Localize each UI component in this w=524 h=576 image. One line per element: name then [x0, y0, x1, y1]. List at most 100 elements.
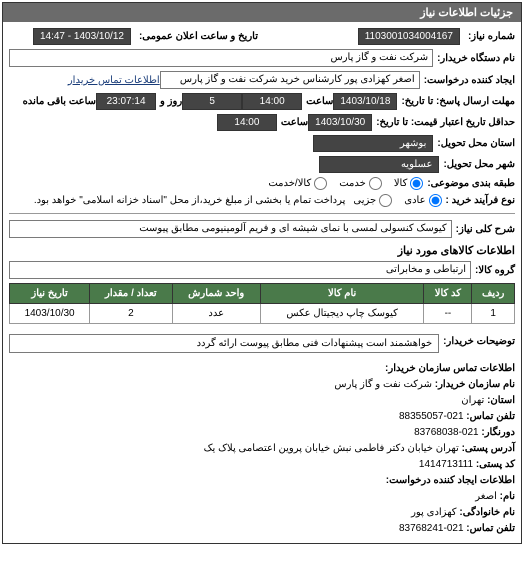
td-unit: عدد [172, 304, 260, 324]
row-delivery-province: استان محل تحویل: بوشهر [9, 135, 515, 152]
buyer-contact-link[interactable]: اطلاعات تماس خریدار [68, 75, 160, 86]
contact-surname-row: نام خانوادگی: کهزادی پور [9, 505, 515, 521]
row-creator: ایجاد کننده درخواست: اصغر کهزادی پور کار… [9, 71, 515, 89]
response-remain-label: ساعت باقی مانده [23, 96, 96, 107]
purchase-process-label: نوع فرآیند خرید : [446, 195, 515, 206]
radio-goods-service-input[interactable] [314, 177, 327, 190]
radio-goods-service-label: کالا/خدمت [268, 178, 311, 189]
th-unit: واحد شمارش [172, 284, 260, 304]
radio-goods-label: کالا [394, 178, 408, 189]
response-remain: 23:07:14 [96, 93, 156, 110]
radio-service[interactable]: خدمت [339, 177, 382, 190]
th-name: نام کالا [260, 284, 424, 304]
radio-service-input[interactable] [369, 177, 382, 190]
creator-label: ایجاد کننده درخواست: [424, 75, 515, 86]
response-days: 5 [182, 93, 242, 110]
radio-normal-input[interactable] [429, 194, 442, 207]
row-goods-group: گروه کالا: ارتباطی و مخابراتی [9, 261, 515, 279]
radio-goods[interactable]: کالا [394, 177, 424, 190]
goods-section-title: اطلاعات کالاهای مورد نیاز [9, 244, 515, 257]
process-note: پرداخت تمام یا بخشی از مبلغ خرید،از محل … [34, 195, 346, 206]
postal-code: 1414713111 [419, 459, 473, 470]
panel-header: جزئیات اطلاعات نیاز [3, 3, 521, 22]
td-code: -- [424, 304, 472, 324]
commodity-radio-group: کالا خدمت کالا/خدمت [268, 177, 423, 190]
th-date: تاریخ نیاز [10, 284, 90, 304]
buyer-notes-label: توضیحات خریدار: [443, 336, 515, 347]
delivery-province-value: بوشهر [313, 135, 433, 152]
contact-phone2-row: تلفن تماس: 021-83768241 [9, 521, 515, 537]
details-panel: جزئیات اطلاعات نیاز شماره نیاز: 11030010… [2, 2, 522, 544]
price-validity-date: 1403/10/30 [308, 114, 372, 131]
panel-title: جزئیات اطلاعات نیاز [420, 7, 513, 19]
delivery-city-value: عسلویه [319, 156, 439, 173]
response-time: 14:00 [242, 93, 302, 110]
row-delivery-city: شهر محل تحویل: عسلویه [9, 156, 515, 173]
th-row: ردیف [472, 284, 515, 304]
radio-normal[interactable]: عادی [404, 194, 441, 207]
contact-province-row: استان: تهران [9, 393, 515, 409]
panel-body: شماره نیاز: 1103001034004167 تاریخ و ساع… [3, 22, 521, 543]
need-key-value: کیوسک کنسولی لمسی با نمای شیشه ای و فریم… [9, 220, 452, 238]
radio-partial-label: جزیی [353, 195, 376, 206]
row-commodity-class: طبقه بندی موضوعی: کالا خدمت کالا/خدمت [9, 177, 515, 190]
contact-fax-row: دورنگار: 021-83768038 [9, 425, 515, 441]
row-purchase-process: نوع فرآیند خرید : عادی جزیی پرداخت تمام … [9, 194, 515, 207]
radio-goods-service[interactable]: کالا/خدمت [268, 177, 327, 190]
province-label: استان: [487, 395, 515, 406]
th-qty: تعداد / مقدار [90, 284, 172, 304]
process-radio-group: عادی جزیی [353, 194, 441, 207]
row-need-number: شماره نیاز: 1103001034004167 تاریخ و ساع… [9, 28, 515, 45]
name-label: نام: [500, 491, 515, 502]
fax: 021-83768038 [414, 427, 479, 438]
phone: 021-88355057 [399, 411, 464, 422]
contact-org-row: نام سازمان خریدار: شرکت نفت و گاز پارس [9, 377, 515, 393]
radio-goods-input[interactable] [410, 177, 423, 190]
contact-name-row: نام: اصغر [9, 489, 515, 505]
delivery-city-label: شهر محل تحویل: [443, 159, 515, 170]
row-response-deadline: مهلت ارسال پاسخ: تا تاریخ: 1403/10/18 سا… [9, 93, 515, 110]
price-validity-time-label: ساعت [281, 117, 308, 128]
postal-address-label: آدرس پستی: [462, 443, 515, 454]
postal-address: تهران خیابان دکتر فاطمی نبش خیابان پروین… [204, 443, 459, 454]
goods-group-label: گروه کالا: [475, 265, 515, 276]
td-qty: 2 [90, 304, 172, 324]
goods-table: ردیف کد کالا نام کالا واحد شمارش تعداد /… [9, 283, 515, 324]
province: تهران [461, 395, 484, 406]
contact-section: اطلاعات تماس سازمان خریدار: نام سازمان خ… [9, 361, 515, 537]
row-need-key: شرح کلی نیاز: کیوسک کنسولی لمسی با نمای … [9, 220, 515, 238]
radio-normal-label: عادی [404, 195, 425, 206]
radio-partial-input[interactable] [379, 194, 392, 207]
response-days-label: روز و [160, 96, 182, 107]
response-deadline-label: مهلت ارسال پاسخ: تا تاریخ: [401, 96, 515, 107]
contact-address-row: آدرس پستی: تهران خیابان دکتر فاطمی نبش خ… [9, 441, 515, 457]
th-code: کد کالا [424, 284, 472, 304]
table-row: 1 -- کیوسک چاپ دیجیتال عکس عدد 2 1403/10… [10, 304, 515, 324]
table-header-row: ردیف کد کالا نام کالا واحد شمارش تعداد /… [10, 284, 515, 304]
creator-value: اصغر کهزادی پور کارشناس خرید شرکت نفت و … [160, 71, 420, 89]
surname: کهزادی پور [411, 507, 457, 518]
row-buyer-notes: توضیحات خریدار: خواهشمند است پیشنهادات ف… [9, 330, 515, 353]
announce-date-label: تاریخ و ساعت اعلان عمومی: [139, 31, 258, 42]
response-date: 1403/10/18 [333, 93, 397, 110]
td-row: 1 [472, 304, 515, 324]
buyer-org-label: نام دستگاه خریدار: [437, 53, 515, 64]
contact-postal-code-row: کد پستی: 1414713111 [9, 457, 515, 473]
price-validity-label: حداقل تاریخ اعتبار قیمت: تا تاریخ: [376, 117, 515, 128]
surname-label: نام خانوادگی: [459, 507, 515, 518]
need-number-label: شماره نیاز: [468, 31, 515, 42]
org-name-label: نام سازمان خریدار: [435, 379, 515, 390]
org-name: شرکت نفت و گاز پارس [334, 379, 432, 390]
contact-phone: 021-83768241 [399, 523, 464, 534]
radio-partial[interactable]: جزیی [353, 194, 392, 207]
commodity-class-label: طبقه بندی موضوعی: [427, 178, 515, 189]
td-name: کیوسک چاپ دیجیتال عکس [260, 304, 424, 324]
need-number-value: 1103001034004167 [358, 28, 460, 45]
radio-service-label: خدمت [339, 178, 366, 189]
contact-title: اطلاعات تماس سازمان خریدار: [9, 361, 515, 377]
phone-label: تلفن تماس: [466, 411, 515, 422]
contact-phone-label: تلفن تماس: [466, 523, 515, 534]
price-validity-time: 14:00 [217, 114, 277, 131]
requester-title: اطلاعات ایجاد کننده درخواست: [9, 473, 515, 489]
name: اصغر [475, 491, 497, 502]
